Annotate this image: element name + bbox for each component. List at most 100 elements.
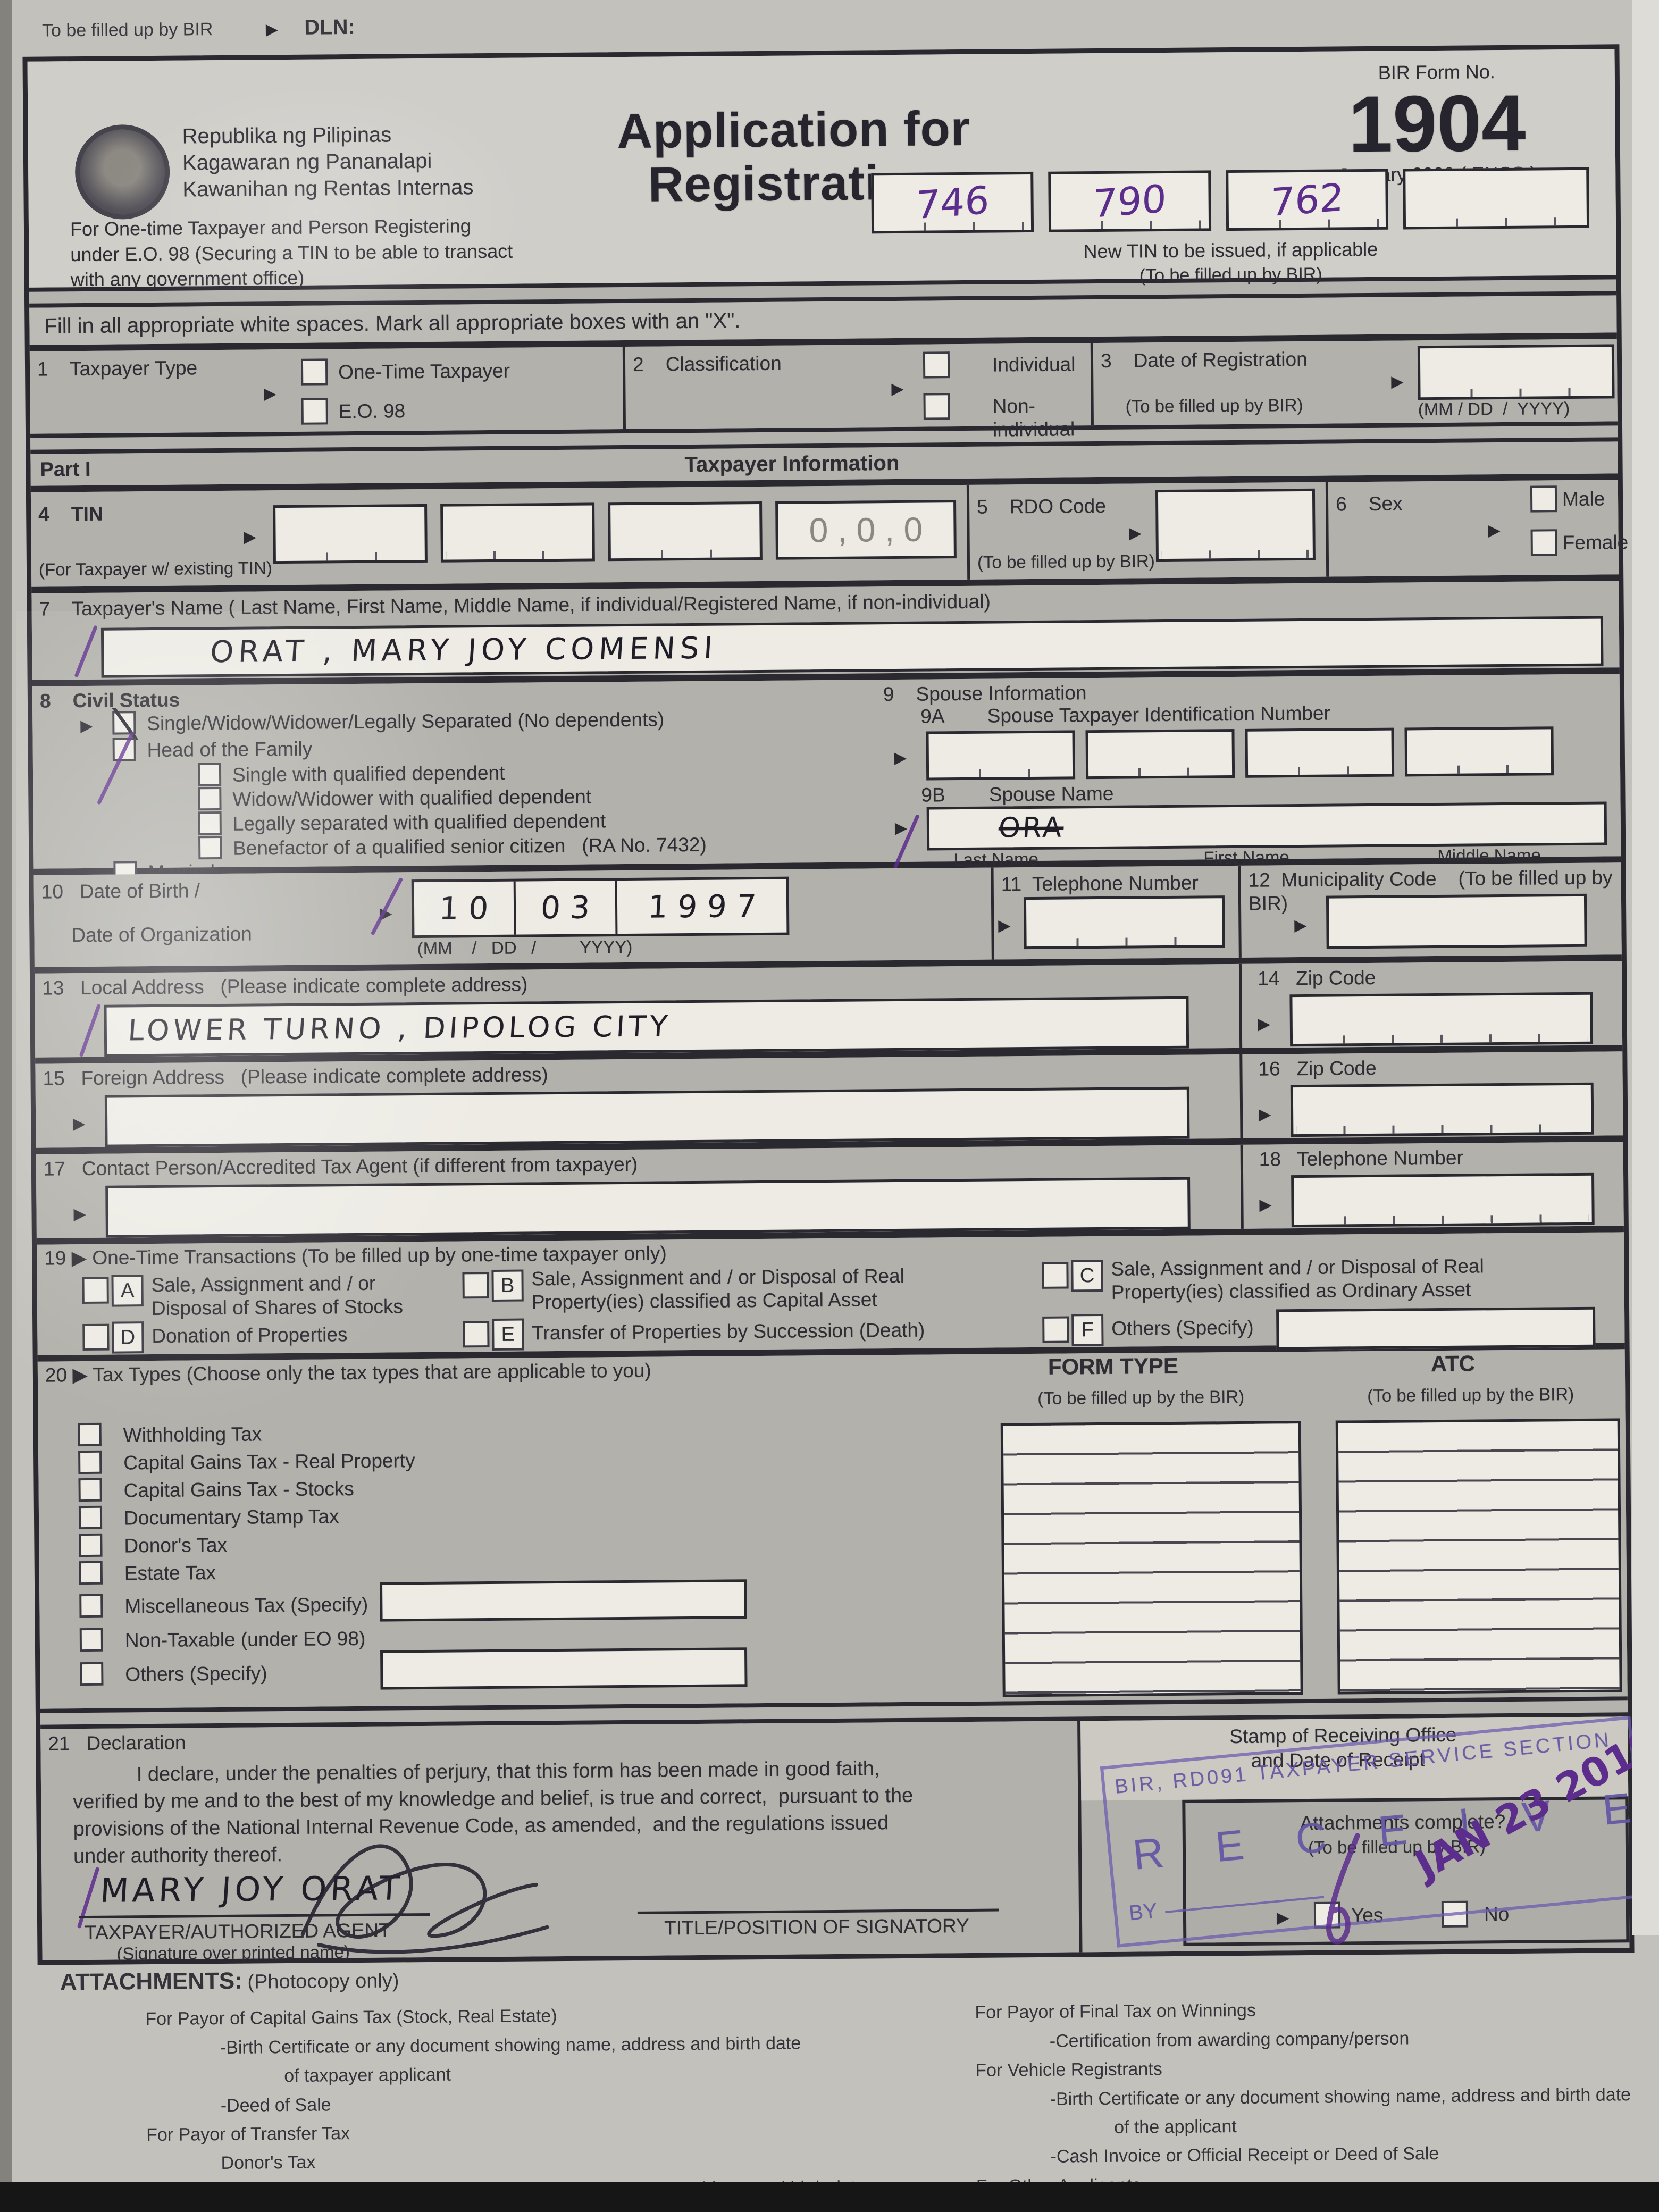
female-label: Female <box>1562 531 1629 554</box>
attachments-subtitle: (Photocopy only) <box>247 1970 399 1993</box>
row-birthdate: 10 Date of Birth / Date of Organization … <box>33 862 1622 967</box>
rdo-code-box[interactable] <box>1155 488 1316 562</box>
handwritten-tin-1: 746 <box>915 177 990 228</box>
field3-note: (To be filled up by BIR) <box>1125 395 1303 416</box>
checkbox-19d[interactable] <box>82 1323 110 1351</box>
pen-slash-mark <box>77 1866 100 1929</box>
tin-box-4-prefilled[interactable]: 0 , 0 , 0 <box>775 500 957 560</box>
spouse-tin-box-2[interactable] <box>1085 728 1235 780</box>
handwritten-mm: 1 0 <box>438 890 490 927</box>
taxtype-6: Miscellaneous Tax (Specify) <box>124 1593 368 1618</box>
one-time-taxpayer-label: One-Time Taxpayer <box>338 359 510 383</box>
new-tin-box-3[interactable]: 762 <box>1226 169 1389 231</box>
spouse-tin-box-1[interactable] <box>926 730 1076 781</box>
atc-header: ATC <box>1430 1351 1476 1377</box>
checkbox-single-dependent[interactable] <box>197 762 222 786</box>
new-tin-box-2[interactable]: 790 <box>1048 170 1211 232</box>
new-tin-block: 746 790 762 New TIN to be issued, if app… <box>871 167 1590 289</box>
misc-tax-specify-box[interactable] <box>380 1579 747 1622</box>
attach-item: For Payor of Final Tax on Winnings <box>975 2000 1256 2023</box>
dln-line: To be filled up by BIR ▶ DLN: <box>42 15 355 42</box>
checkbox-19b[interactable] <box>462 1272 489 1299</box>
others-specify-box-19[interactable] <box>1276 1306 1596 1350</box>
checkbox-19f[interactable] <box>1042 1316 1069 1343</box>
checkbox-19a[interactable] <box>82 1277 109 1304</box>
checkbox-donors[interactable] <box>79 1533 103 1557</box>
arrow-icon: ▶ <box>80 717 93 735</box>
checkbox-eo98[interactable] <box>301 398 328 425</box>
attach-item: of the applicant <box>1113 2116 1237 2138</box>
title-caption: TITLE/POSITION OF SIGNATORY <box>664 1914 969 1939</box>
tin-box-2[interactable] <box>440 502 595 563</box>
telephone-box[interactable] <box>1023 895 1225 950</box>
spouse-name-field[interactable]: ORA <box>926 801 1607 851</box>
agency-line1: Republika ng Pilipinas <box>182 123 392 148</box>
scan-bottom-strip <box>0 2182 1659 2212</box>
attach-item: Donor's Tax <box>221 2152 316 2174</box>
agency-line3: Kawanihan ng Rentas Internas <box>182 175 474 202</box>
form-no: 1904 <box>1348 78 1527 169</box>
checkbox-individual[interactable] <box>923 351 950 379</box>
civil-opt-benefactor: Benefactor of a qualified senior citizen… <box>232 833 707 859</box>
tin-box-1[interactable] <box>273 504 428 564</box>
checkbox-one-time-taxpayer[interactable] <box>300 358 328 386</box>
row-tax-types: 20 ▶ Tax Types (Choose only the tax type… <box>37 1349 1628 1709</box>
zip-code-box-14[interactable] <box>1289 992 1594 1047</box>
checkbox-non-individual[interactable] <box>923 393 950 420</box>
field1-label: 1 Taxpayer Type <box>37 357 198 380</box>
form-type-grid[interactable] <box>1000 1421 1303 1697</box>
checkbox-misc[interactable] <box>79 1594 103 1618</box>
attach-item: -Certification from awarding company/per… <box>1049 2028 1410 2051</box>
civil-opt-single: Single/Widow/Widower/Legally Separated (… <box>147 708 665 735</box>
checkbox-non-taxable[interactable] <box>79 1628 104 1652</box>
checkbox-legally-separated-dependent[interactable] <box>198 811 222 835</box>
birthdate-dd-cell[interactable]: 0 3 <box>515 881 618 935</box>
municipality-code-box[interactable] <box>1326 893 1587 949</box>
others-specify-box-20[interactable] <box>380 1647 748 1690</box>
arrow-icon: ▶ <box>998 917 1011 935</box>
local-address-field[interactable]: LOWER TURNO , DIPOLOG CITY <box>104 996 1189 1057</box>
contact-person-field[interactable] <box>105 1177 1191 1238</box>
part1-title: Taxpayer Information <box>684 451 900 477</box>
checkbox-single-widow[interactable] <box>112 711 136 735</box>
arrow-icon: ▶ <box>1259 1196 1272 1214</box>
checkbox-female[interactable] <box>1530 529 1557 556</box>
checkbox-withholding[interactable] <box>78 1422 102 1447</box>
zip-code-box-16[interactable] <box>1290 1082 1594 1137</box>
row-taxpayer-name: 7 Taxpayer's Name ( Last Name, First Nam… <box>31 581 1620 680</box>
foreign-address-field[interactable] <box>104 1086 1190 1147</box>
spouse-tin-box-4[interactable] <box>1404 726 1554 777</box>
arrow-icon: ▶ <box>1391 373 1404 391</box>
attachments-section: ATTACHMENTS: (Photocopy only) For Payor … <box>60 1951 1637 2212</box>
taxpayer-name-field[interactable]: ORAT , MARY JOY COMENSI <box>100 616 1604 678</box>
row-tin: 4 TIN (For Taxpayer w/ existing TIN) ▶ 0… <box>30 480 1628 587</box>
checkbox-cgt-stocks[interactable] <box>78 1478 102 1502</box>
row-local-address: 13 Local Address (Please indicate comple… <box>34 961 1623 1058</box>
checkbox-19e[interactable] <box>463 1321 490 1348</box>
handwritten-taxpayer-name: ORAT , MARY JOY COMENSI <box>209 631 718 670</box>
checkbox-widow-dependent[interactable] <box>198 786 222 811</box>
checkbox-others[interactable] <box>80 1662 104 1686</box>
arrow-icon: ▶ <box>1488 522 1501 540</box>
bir-seal-icon <box>74 124 170 220</box>
row-taxpayer-type: 1 Taxpayer Type ▶ One-Time Taxpayer E.O.… <box>29 339 1618 441</box>
pen-slash-mark <box>370 877 404 936</box>
checkbox-dst[interactable] <box>78 1505 103 1530</box>
birthdate-boxes[interactable]: 1 0 0 3 1 9 9 7 <box>411 876 790 939</box>
new-tin-box-1[interactable]: 746 <box>871 171 1034 234</box>
birthdate-yyyy-cell[interactable]: 1 9 9 7 <box>617 879 787 934</box>
checkbox-19c[interactable] <box>1042 1262 1069 1289</box>
checkbox-cgt-real[interactable] <box>78 1450 102 1474</box>
code-f: F <box>1071 1313 1104 1346</box>
checkbox-male[interactable] <box>1530 485 1557 513</box>
birthdate-mm-cell[interactable]: 1 0 <box>414 881 516 936</box>
checkbox-estate[interactable] <box>79 1561 103 1585</box>
field13-label: 13 Local Address (Please indicate comple… <box>42 973 528 999</box>
atc-grid[interactable] <box>1335 1418 1622 1695</box>
new-tin-box-4[interactable] <box>1403 167 1590 230</box>
tin-box-3[interactable] <box>608 501 763 562</box>
date-of-registration-box[interactable] <box>1417 344 1615 400</box>
checkbox-benefactor[interactable] <box>198 835 222 860</box>
spouse-tin-box-3[interactable] <box>1245 727 1395 778</box>
telephone-box-18[interactable] <box>1291 1172 1595 1228</box>
